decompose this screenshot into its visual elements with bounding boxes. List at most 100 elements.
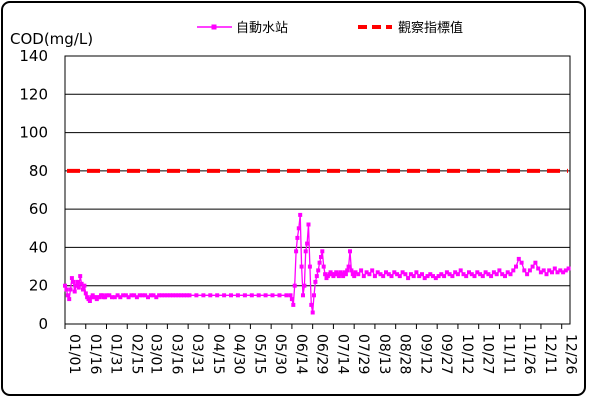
data-point-11 (78, 274, 83, 279)
x-tick-label-18: 09/27 (438, 334, 454, 374)
data-point-153 (439, 272, 444, 277)
data-point-13 (81, 287, 85, 292)
x-tick-label-14: 07/29 (355, 334, 371, 374)
data-point-131 (378, 272, 383, 277)
data-point-90 (309, 302, 314, 307)
data-point-115 (343, 272, 348, 277)
data-point-160 (458, 268, 463, 273)
x-tick-label-24: 12/26 (563, 334, 579, 374)
data-point-86 (303, 249, 308, 254)
data-point-100 (323, 272, 328, 277)
x-tick-label-3: 02/15 (128, 334, 144, 374)
data-point-156 (447, 272, 452, 277)
data-point-62 (201, 293, 206, 298)
data-point-128 (370, 268, 375, 273)
data-point-88 (306, 222, 311, 227)
data-point-184 (525, 272, 530, 277)
data-point-191 (544, 272, 549, 277)
data-point-43 (140, 293, 145, 298)
data-point-183 (522, 268, 527, 273)
data-point-9 (75, 279, 80, 284)
data-point-134 (386, 272, 391, 277)
data-point-188 (536, 266, 541, 271)
data-point-18 (87, 299, 92, 303)
data-point-61 (194, 293, 199, 298)
data-point-168 (480, 274, 485, 279)
data-point-167 (478, 272, 483, 277)
data-point-37 (123, 293, 128, 298)
y-tick-label-40: 40 (29, 238, 48, 256)
y-tick-label-100: 100 (19, 124, 48, 142)
data-point-87 (305, 241, 310, 246)
data-point-1 (64, 287, 69, 292)
data-point-196 (558, 268, 563, 273)
y-tick-label-20: 20 (29, 277, 48, 295)
series-auto-station (63, 212, 571, 315)
data-point-178 (508, 272, 513, 277)
data-point-174 (497, 268, 502, 273)
data-point-175 (500, 272, 505, 277)
data-point-99 (321, 264, 326, 269)
data-point-125 (361, 274, 366, 279)
data-point-129 (372, 274, 377, 279)
x-tick-label-19: 10/12 (459, 334, 475, 374)
x-tick-label-12: 06/29 (314, 334, 330, 374)
data-point-137 (395, 272, 400, 277)
x-tick-label-9: 05/15 (251, 334, 267, 374)
data-point-147 (422, 276, 427, 281)
data-point-187 (533, 260, 538, 265)
data-point-127 (367, 272, 372, 277)
data-point-169 (483, 270, 488, 275)
data-point-71 (263, 293, 268, 298)
legend-auto-station-marker (211, 24, 217, 30)
data-point-83 (299, 264, 304, 269)
data-point-96 (317, 260, 322, 265)
x-tick-label-4: 03/01 (148, 334, 164, 374)
data-point-95 (316, 268, 321, 273)
legend: 自動水站 觀察指標值 (197, 20, 463, 36)
data-point-15 (83, 291, 88, 296)
data-point-194 (552, 266, 557, 271)
series-auto-station-line (64, 214, 569, 313)
data-point-50 (159, 293, 164, 298)
data-point-84 (301, 293, 305, 298)
data-point-7 (72, 289, 77, 294)
data-point-36 (121, 293, 126, 298)
data-point-186 (530, 264, 535, 269)
x-tick-label-11: 06/14 (293, 334, 309, 374)
data-point-49 (157, 293, 162, 298)
y-axis-ticks: 0 20 40 60 80 100 120 140 (19, 47, 48, 333)
data-point-182 (519, 260, 524, 265)
data-point-35 (118, 295, 123, 300)
data-point-170 (486, 272, 491, 277)
data-point-192 (547, 268, 552, 273)
data-point-5 (69, 276, 74, 281)
data-point-80 (295, 235, 300, 240)
x-axis-ticks: 01/01 01/16 01/31 02/15 03/01 03/16 03/31 04/15… (64, 324, 579, 374)
data-point-133 (384, 270, 388, 275)
data-point-144 (414, 270, 419, 275)
data-point-47 (151, 293, 156, 298)
data-point-53 (168, 293, 173, 298)
data-point-152 (436, 274, 441, 279)
data-point-123 (356, 272, 361, 277)
data-point-8 (74, 283, 79, 288)
data-point-189 (538, 270, 543, 275)
data-point-74 (284, 293, 289, 298)
data-point-30 (104, 293, 109, 298)
x-tick-label-10: 05/30 (272, 334, 288, 374)
data-point-154 (442, 274, 447, 279)
data-point-121 (352, 274, 357, 279)
data-point-76 (289, 297, 294, 302)
data-point-158 (453, 270, 458, 275)
data-point-124 (359, 268, 364, 273)
data-point-150 (431, 274, 435, 279)
data-point-197 (561, 270, 566, 275)
y-tick-label-80: 80 (29, 162, 48, 180)
chart-frame (1, 1, 586, 396)
data-point-163 (467, 270, 471, 275)
data-point-94 (314, 274, 319, 279)
data-point-12 (79, 281, 84, 286)
data-point-145 (417, 274, 422, 279)
data-point-48 (154, 295, 159, 300)
